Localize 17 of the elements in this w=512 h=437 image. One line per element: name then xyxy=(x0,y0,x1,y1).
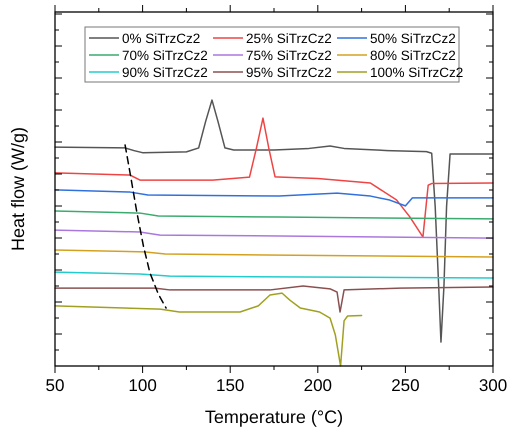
x-tick-label: 250 xyxy=(391,376,420,395)
legend-label: 75% SiTrzCz2 xyxy=(246,48,332,63)
x-tick-label: 300 xyxy=(478,376,508,395)
legend-label: 90% SiTrzCz2 xyxy=(122,65,208,80)
legend-label: 25% SiTrzCz2 xyxy=(246,31,332,46)
y-axis-title: Heat flow (W/g) xyxy=(8,126,28,252)
legend-label: 0% SiTrzCz2 xyxy=(122,31,200,46)
legend-label: 70% SiTrzCz2 xyxy=(122,48,208,63)
x-tick-label: 50 xyxy=(46,376,64,395)
x-tick-label: 150 xyxy=(216,376,244,395)
legend-label: 95% SiTrzCz2 xyxy=(246,65,332,80)
legend-label: 50% SiTrzCz2 xyxy=(370,31,456,46)
legend-label: 100% SiTrzCz2 xyxy=(370,65,464,80)
x-tick-label: 200 xyxy=(304,376,332,395)
legend-label: 80% SiTrzCz2 xyxy=(370,48,456,63)
x-axis-title: Temperature (°C) xyxy=(204,407,344,427)
x-tick-label: 100 xyxy=(128,376,157,395)
